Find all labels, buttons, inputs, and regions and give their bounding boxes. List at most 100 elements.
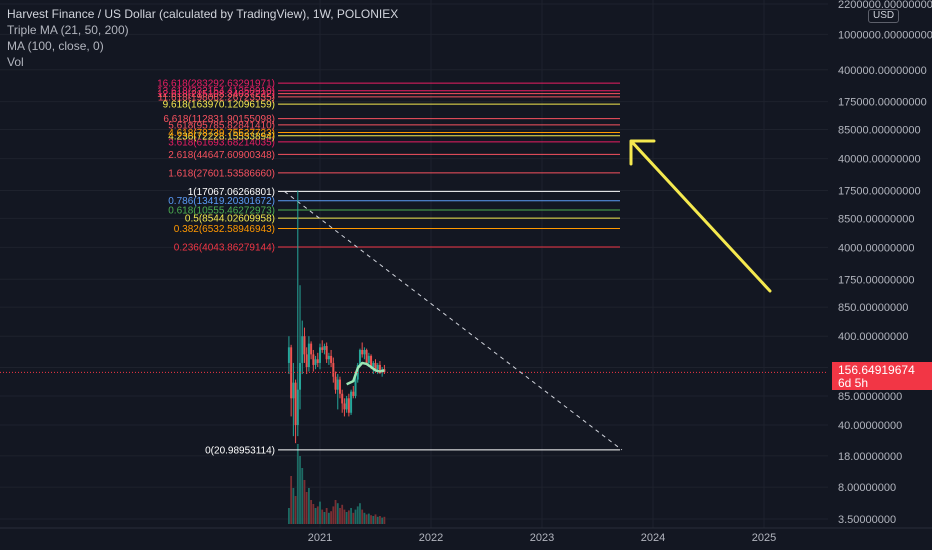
price-tick-label: 2200000.00000000 bbox=[838, 0, 932, 11]
candle-body bbox=[361, 349, 364, 355]
price-tick-label: 18.00000000 bbox=[838, 451, 902, 463]
candle-body bbox=[378, 364, 381, 372]
price-tick-label: 8500.00000000 bbox=[838, 213, 914, 225]
chart-legend: Harvest Finance / US Dollar (calculated … bbox=[7, 6, 398, 70]
volume-bar bbox=[354, 509, 357, 524]
price-tick-label: 8.00000000 bbox=[838, 482, 896, 494]
price-tick-label: 3.50000000 bbox=[838, 514, 896, 526]
candle-body bbox=[330, 355, 333, 363]
volume-bar bbox=[303, 480, 306, 524]
fib-level-label: 1(17067.06266801) bbox=[188, 187, 275, 198]
candle-body bbox=[358, 349, 361, 365]
volume-bars bbox=[288, 444, 386, 524]
fib-level-label: 3.618(61693.68214035) bbox=[168, 137, 275, 148]
candle-body bbox=[365, 349, 368, 363]
candle-body bbox=[301, 336, 304, 363]
trendline-layer[interactable] bbox=[284, 191, 623, 451]
bar-countdown: 6d 5h bbox=[838, 376, 869, 390]
candle-body bbox=[363, 349, 366, 355]
indicator-ma[interactable]: MA (100, close, 0) bbox=[7, 39, 104, 53]
arrow-shaft bbox=[630, 140, 772, 293]
time-tick-label: 2025 bbox=[752, 532, 776, 544]
symbol-title[interactable]: Harvest Finance / US Dollar (calculated … bbox=[7, 7, 399, 21]
volume-bar bbox=[363, 512, 366, 524]
candle-body bbox=[319, 347, 321, 363]
volume-bar bbox=[316, 506, 319, 524]
candle-body bbox=[354, 379, 357, 396]
candle-body bbox=[350, 391, 353, 413]
volume-bar bbox=[361, 509, 364, 524]
candle-body bbox=[316, 359, 319, 363]
fib-level-label: 0(20.98953114) bbox=[205, 445, 275, 456]
volume-bar bbox=[334, 500, 337, 524]
volume-bar bbox=[350, 508, 352, 524]
price-axis[interactable]: 2200000.00000000 1000000.00000000 400000.0… bbox=[828, 0, 932, 528]
fib-level-label: 16.618(283292.63291971) bbox=[157, 79, 275, 90]
price-tick-label: 400.00000000 bbox=[838, 331, 908, 343]
candle-body bbox=[305, 354, 308, 368]
price-tick-label: 175000.00000000 bbox=[838, 97, 927, 109]
time-axis[interactable]: 2021 2022 2023 2024 2025 bbox=[0, 527, 932, 544]
volume-bar bbox=[314, 508, 317, 524]
volume-bar bbox=[296, 444, 299, 524]
currency-badge[interactable]: USD bbox=[868, 9, 900, 23]
volume-bar bbox=[376, 516, 379, 524]
volume-bar bbox=[308, 488, 310, 524]
volume-bar bbox=[327, 512, 330, 524]
candle-body bbox=[292, 382, 295, 399]
candle-body bbox=[367, 355, 370, 363]
last-price-badge: 156.64919674 6d 5h bbox=[832, 362, 932, 390]
candle-body bbox=[352, 391, 355, 396]
candle-body bbox=[345, 398, 348, 410]
candle-body bbox=[325, 346, 328, 360]
indicator-triple-ma[interactable]: Triple MA (21, 50, 200) bbox=[7, 23, 129, 37]
fib-level-label: 4.618(78739.75527723) bbox=[168, 128, 275, 139]
annotation-arrow[interactable] bbox=[629, 139, 772, 293]
indicator-volume[interactable]: Vol bbox=[7, 55, 24, 69]
last-price-value: 156.64919674 bbox=[838, 363, 915, 377]
candle-body bbox=[338, 379, 341, 394]
volume-bar bbox=[305, 492, 308, 524]
candle-body bbox=[336, 379, 339, 390]
volume-bar bbox=[383, 516, 386, 524]
time-tick-label: 2022 bbox=[419, 532, 443, 544]
price-tick-label: 17500.00000000 bbox=[838, 185, 921, 197]
volume-bar bbox=[336, 503, 339, 524]
volume-bar bbox=[321, 509, 324, 524]
price-tick-label: 85.00000000 bbox=[838, 391, 902, 403]
fibonacci-extension[interactable]: 0(20.98953114) 0.236(4043.86279144) 0.382(… bbox=[157, 79, 620, 457]
volume-bar bbox=[310, 500, 313, 524]
price-axis-background bbox=[828, 0, 932, 528]
candle-body bbox=[370, 355, 373, 368]
volume-bar bbox=[374, 514, 377, 524]
volume-bar bbox=[343, 509, 346, 524]
volume-bar bbox=[356, 506, 359, 524]
candle-body bbox=[323, 346, 326, 350]
fib-level-label: 12.618(215108.34037222) bbox=[157, 89, 275, 100]
candle-body bbox=[376, 364, 379, 370]
price-tick-label: 40.00000000 bbox=[838, 420, 902, 432]
volume-bar bbox=[347, 510, 350, 524]
grid-lines bbox=[0, 0, 828, 528]
fib-level-label: 1.618(27601.53586660) bbox=[168, 168, 275, 179]
candle-body bbox=[294, 382, 297, 426]
fib-level-label: 0.236(4043.86279144) bbox=[174, 242, 275, 253]
fib-level-label: 13.618(232154.41350910) bbox=[157, 86, 275, 97]
candle-body bbox=[287, 347, 290, 363]
arrow-head bbox=[629, 139, 656, 166]
volume-bar bbox=[292, 488, 295, 524]
price-tick-label: 850.00000000 bbox=[838, 302, 908, 314]
price-tick-label: 40000.00000000 bbox=[838, 154, 921, 166]
fib-level-label: 11.618(198062.26723535) bbox=[158, 92, 275, 103]
time-tick-label: 2021 bbox=[308, 532, 332, 544]
volume-bar bbox=[301, 468, 304, 524]
fib-level-label: 0.618(10555.46272973) bbox=[168, 205, 275, 216]
volume-bar bbox=[319, 501, 321, 524]
fib-level-label: 0.382(6532.58946943) bbox=[174, 224, 275, 235]
fib-level-label: 5.618(95785.82841410) bbox=[168, 120, 275, 131]
price-tick-label: 1000000.00000000 bbox=[838, 29, 932, 41]
volume-bar bbox=[370, 515, 372, 524]
dashed-trendline bbox=[284, 191, 623, 451]
fib-level-label: 6.618(112831.90155098) bbox=[163, 114, 275, 125]
